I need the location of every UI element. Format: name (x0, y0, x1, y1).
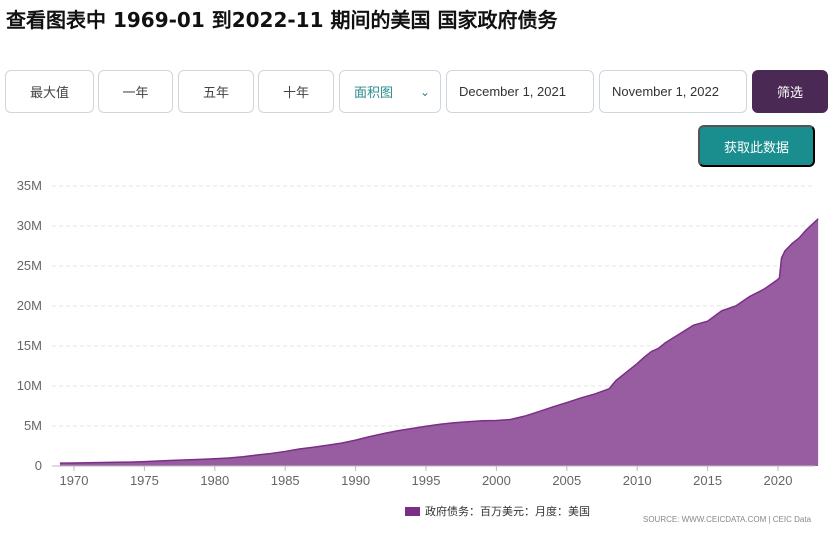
y-tick-label: 35M (17, 178, 42, 193)
x-tick-label: 2015 (693, 473, 722, 488)
page-title: 查看图表中 1969-01 到2022-11 期间的美国 国家政府债务 (6, 8, 558, 32)
y-tick-label: 15M (17, 338, 42, 353)
y-tick-label: 25M (17, 258, 42, 273)
x-tick-label: 1990 (341, 473, 370, 488)
source-note: SOURCE: WWW.CEICDATA.COM | CEIC Data (643, 515, 812, 524)
x-tick-label: 2020 (764, 473, 793, 488)
x-tick-label: 2000 (482, 473, 511, 488)
legend-swatch (405, 506, 420, 516)
chart-legend: 政府债务：百万美元：月度：美国 (405, 503, 590, 519)
range-5y-button[interactable]: 五年 (178, 70, 254, 113)
start-date-input[interactable]: December 1, 2021 (446, 70, 594, 113)
chevron-down-icon: ⌄ (419, 84, 430, 99)
area-series (59, 218, 819, 466)
chart-type-value: 面积图 (354, 86, 394, 101)
filter-button[interactable]: 筛选 (752, 70, 828, 113)
y-tick-label: 30M (17, 218, 42, 233)
y-tick-label: 10M (17, 378, 42, 393)
x-tick-label: 1985 (271, 473, 300, 488)
area-chart: 0 5M 10M 15M 20M 25M 30M 35M 1970 1975 1980 1985 199… (17, 178, 819, 488)
area-path (59, 218, 819, 466)
range-max-button[interactable]: 最大值 (5, 70, 94, 113)
chart-type-select[interactable]: 面积图 ⌄ (339, 70, 441, 113)
series-line (59, 218, 819, 464)
x-tick-label: 1980 (200, 473, 229, 488)
x-tick-label: 2010 (623, 473, 652, 488)
x-tick-label: 1975 (130, 473, 159, 488)
x-tick-label: 1970 (60, 473, 89, 488)
x-tick-label: 1995 (412, 473, 441, 488)
axes: 0 5M 10M 15M 20M 25M 30M 35M 1970 1975 1980 1985 199… (17, 178, 815, 488)
y-tick-label: 0 (35, 458, 42, 473)
grid-lines (52, 185, 815, 427)
legend-label: 政府债务：百万美元：月度：美国 (425, 505, 590, 518)
y-tick-label: 5M (24, 418, 42, 433)
range-10y-button[interactable]: 十年 (258, 70, 334, 113)
range-1y-button[interactable]: 一年 (98, 70, 173, 113)
end-date-input[interactable]: November 1, 2022 (599, 70, 747, 113)
get-data-button[interactable]: 获取此数据 (698, 125, 815, 167)
y-tick-label: 20M (17, 298, 42, 313)
x-tick-label: 2005 (552, 473, 581, 488)
